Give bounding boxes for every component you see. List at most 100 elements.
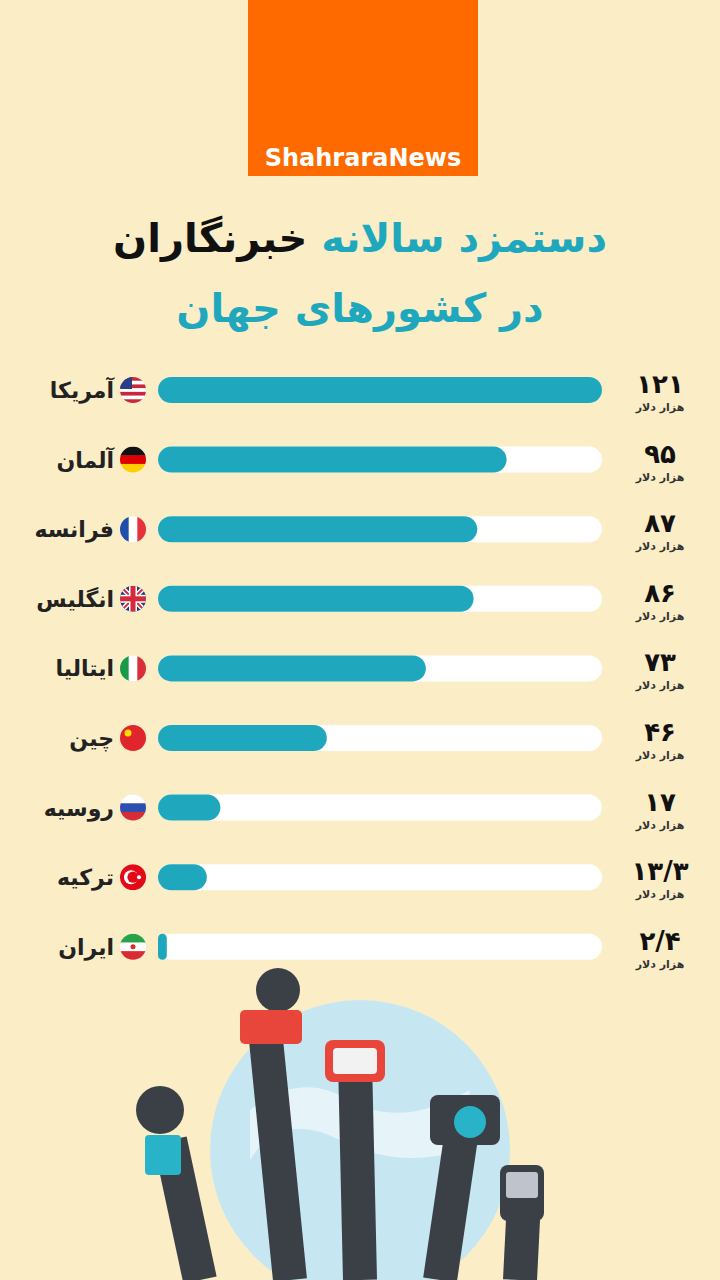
category-label: ایران [58, 935, 114, 961]
category-label: آلمان [56, 446, 114, 473]
unit-label: هزار دلار [635, 819, 685, 832]
bars [158, 377, 602, 960]
category-label: ترکیه [57, 865, 114, 891]
flag-part [120, 392, 146, 396]
flag-part [120, 934, 146, 943]
mic [256, 968, 300, 1012]
camera-lens [454, 1106, 486, 1138]
flag [120, 447, 146, 473]
flag-part [120, 812, 146, 821]
bar [158, 586, 474, 612]
track [158, 447, 602, 473]
unit-label: هزار دلار [635, 401, 685, 414]
flag-part [120, 951, 146, 960]
infographic: ShahraraNews دستمزد سالانه خبرنگاران در کش… [0, 0, 720, 1280]
unit-label: هزار دلار [635, 958, 685, 971]
track [158, 586, 602, 612]
title: در کشورهای جهان [176, 285, 543, 332]
recorder-screen [506, 1172, 538, 1198]
title-word: جهان [176, 285, 294, 332]
flag-part [125, 730, 132, 737]
data-label: ۸۷ [644, 508, 676, 538]
data-label: ۸۶ [644, 578, 676, 608]
flag-part [120, 377, 146, 381]
mic [136, 1086, 184, 1134]
recorder-screen [333, 1048, 377, 1074]
brand: ShahraraNews [265, 144, 462, 172]
brand-box [248, 0, 478, 176]
bar [158, 725, 327, 751]
title-word: خبرنگاران [113, 215, 321, 262]
flag-part [120, 455, 146, 464]
flag-part [120, 725, 146, 751]
category-label: انگلیس [36, 586, 114, 612]
flag-part [120, 377, 132, 389]
unit-label: هزار دلار [635, 888, 685, 901]
data-label: ۱۲۱ [636, 369, 684, 399]
arm [265, 1030, 290, 1280]
flag-part [120, 586, 146, 612]
category-label: فرانسه [34, 517, 114, 543]
flag [120, 864, 146, 890]
flag-part [120, 396, 146, 400]
unit-label: هزار دلار [635, 749, 685, 762]
background [0, 0, 720, 1280]
category-label: روسیه [44, 796, 114, 822]
track [158, 516, 602, 542]
flag-part [120, 516, 129, 542]
flag-part [120, 864, 146, 890]
flag-part [120, 655, 129, 681]
flag-part [127, 872, 138, 883]
unit-label: هزار دلار [635, 679, 685, 692]
data-label: ۴۶ [644, 717, 676, 747]
mic-flag [145, 1135, 181, 1175]
flag [120, 516, 147, 542]
flag [120, 725, 146, 751]
flag-part [137, 655, 146, 681]
category-label: چین [69, 726, 114, 752]
labels: آمریکا ۱۲۱ هزار دلار آلمان ۹۵ هزار دلار فرانسه… [34, 369, 688, 971]
data-label: ۷۳ [644, 647, 676, 677]
bar [158, 516, 477, 542]
tracks [158, 377, 602, 960]
track [158, 377, 602, 403]
title-word: در [498, 285, 544, 332]
flag-part [120, 447, 146, 456]
flag-part [137, 875, 141, 879]
flag-part [120, 586, 146, 612]
track [158, 864, 602, 890]
title-word: کشورهای [295, 285, 500, 332]
flag-part [120, 795, 146, 804]
flag [120, 934, 146, 961]
recorder [325, 1040, 385, 1082]
flag-part [129, 655, 138, 681]
flag-part [129, 516, 138, 542]
flag-part [120, 464, 146, 473]
bar [158, 377, 602, 403]
flag [120, 377, 146, 404]
data-label: ۲/۴ [639, 926, 680, 956]
recorder [500, 1165, 544, 1221]
unit-label: هزار دلار [635, 471, 685, 484]
unit-label: هزار دلار [635, 610, 685, 623]
flag-part [137, 516, 146, 542]
bar [158, 447, 507, 473]
camera [430, 1095, 500, 1145]
bar [158, 934, 167, 960]
category-label: ایتالیا [55, 656, 114, 681]
flag-part [124, 870, 138, 884]
flag-part [120, 596, 146, 601]
flag [120, 586, 146, 612]
bar [158, 795, 220, 821]
flag [120, 655, 147, 681]
flag [120, 795, 146, 822]
category-label: آمریکا [50, 376, 115, 404]
data-label: ۱۳/۳ [631, 856, 688, 886]
arm [355, 1060, 360, 1280]
track [158, 795, 602, 821]
flag-part [120, 586, 146, 612]
data-label: ۹۵ [644, 439, 676, 469]
data-label: ۱۷ [644, 787, 676, 817]
unit-label: هزار دلار [635, 540, 685, 553]
title: دستمزد سالانه خبرنگاران [113, 215, 607, 262]
